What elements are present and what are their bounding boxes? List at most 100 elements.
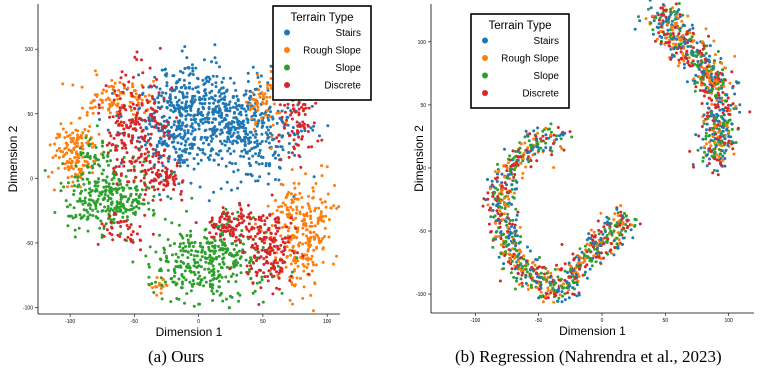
data-point (716, 103, 720, 107)
data-point (259, 269, 262, 272)
data-point (240, 104, 244, 107)
data-point (258, 148, 262, 152)
data-point (186, 256, 190, 260)
data-point (258, 280, 262, 284)
data-point (185, 209, 188, 213)
data-point (717, 77, 721, 81)
data-point (301, 296, 305, 300)
data-point (563, 292, 567, 296)
data-point (148, 84, 152, 88)
data-point (313, 224, 317, 228)
data-point (659, 6, 663, 10)
data-point (281, 120, 284, 124)
data-point (277, 139, 281, 143)
data-point (199, 113, 203, 117)
data-point (522, 152, 526, 155)
data-point (715, 137, 719, 141)
data-point (129, 108, 133, 112)
data-point (660, 23, 664, 27)
data-point (481, 204, 485, 208)
data-point (97, 106, 101, 110)
data-point (183, 143, 187, 147)
data-point (126, 235, 130, 239)
data-point (118, 97, 122, 101)
data-point (680, 51, 684, 55)
data-point (691, 46, 695, 50)
legend-marker (284, 47, 290, 53)
data-point (108, 102, 112, 106)
data-point (93, 153, 97, 157)
data-point (114, 172, 118, 176)
data-point (97, 177, 101, 181)
data-point (179, 265, 183, 269)
data-point (296, 143, 300, 147)
data-point (314, 263, 318, 267)
data-point (496, 162, 499, 166)
data-point (213, 117, 217, 121)
data-point (514, 244, 518, 248)
data-point (538, 256, 541, 259)
data-point (144, 188, 148, 192)
data-point (211, 74, 215, 78)
data-point (335, 254, 338, 258)
data-point (249, 217, 253, 221)
data-point (133, 176, 137, 179)
data-point (221, 206, 225, 210)
data-point (539, 280, 543, 284)
data-point (125, 183, 129, 187)
data-point (247, 157, 251, 161)
data-point (261, 93, 265, 97)
data-point (156, 187, 160, 191)
data-point (522, 254, 526, 258)
data-point (677, 2, 681, 5)
data-point (656, 11, 659, 15)
data-point (254, 222, 257, 226)
data-point (177, 124, 181, 128)
data-point (177, 297, 181, 301)
data-point (512, 275, 516, 279)
data-point (207, 117, 211, 120)
data-point (697, 68, 701, 71)
y-tick-label: -100 (416, 292, 426, 298)
data-point (135, 185, 139, 189)
data-point (162, 188, 166, 192)
data-point (589, 228, 593, 232)
data-point (275, 244, 279, 248)
data-point (508, 219, 512, 222)
data-point (73, 228, 77, 232)
data-point (247, 203, 250, 207)
data-point (506, 212, 510, 216)
data-point (191, 126, 195, 130)
data-point (648, 0, 652, 2)
data-point (669, 7, 673, 11)
data-point (251, 291, 255, 295)
data-point (493, 170, 497, 174)
data-point (320, 164, 323, 168)
data-point (654, 39, 657, 43)
data-point (257, 154, 261, 158)
data-point (83, 159, 87, 163)
data-point (185, 95, 189, 99)
y-tick-label: -50 (26, 241, 33, 247)
data-point (247, 161, 251, 165)
data-point (312, 175, 316, 179)
data-point (208, 127, 212, 131)
data-point (490, 183, 494, 187)
data-point (112, 136, 116, 140)
data-point (218, 139, 222, 143)
data-point (307, 272, 311, 276)
y-tick-label: 0 (30, 176, 33, 182)
data-point (230, 162, 234, 166)
data-point (296, 243, 300, 247)
data-point (257, 151, 261, 155)
data-point (179, 249, 183, 253)
data-point (91, 111, 95, 115)
data-point (268, 242, 272, 246)
data-point (506, 229, 509, 233)
data-point (704, 131, 708, 135)
data-point (526, 146, 530, 150)
data-point (254, 152, 257, 156)
data-point (151, 107, 155, 111)
data-point (282, 253, 285, 256)
data-point (601, 232, 605, 236)
